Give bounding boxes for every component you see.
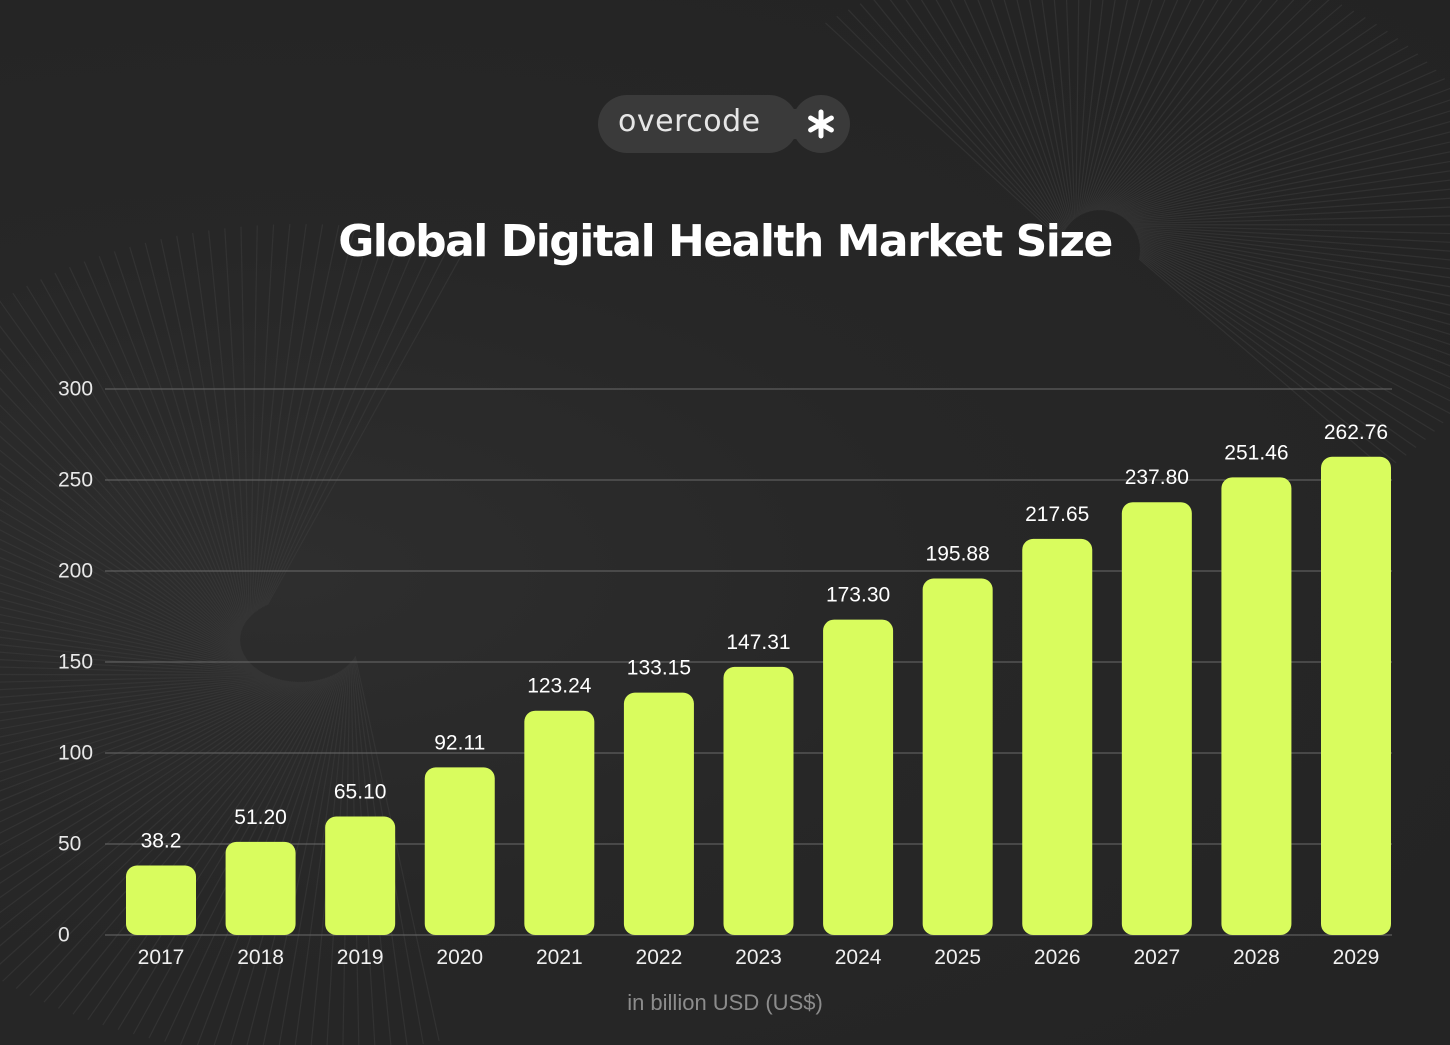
bar-2018: [225, 841, 296, 935]
bar-2022: [623, 692, 694, 935]
chart-title: Global Digital Health Market Size: [338, 216, 1113, 267]
logo-pill: [598, 95, 798, 153]
value-label: 65.10: [334, 781, 387, 804]
y-tick-label: 100: [58, 742, 93, 765]
y-tick-label: 0: [58, 924, 70, 947]
bar-2029: [1321, 456, 1391, 935]
bar-2028: [1221, 477, 1292, 935]
value-label: 217.65: [1025, 503, 1089, 526]
bar-2027: [1121, 502, 1192, 935]
bar-2017: [126, 865, 196, 935]
bar-2026: [1022, 538, 1093, 935]
value-label: 173.30: [826, 584, 890, 607]
bar-2021: [524, 710, 595, 935]
y-tick-label: 50: [58, 833, 81, 856]
bar-2020: [424, 767, 495, 935]
x-tick-label: 2029: [1333, 946, 1380, 969]
bar-2025: [922, 578, 993, 935]
x-tick-label: 2017: [138, 946, 185, 969]
value-label: 133.15: [627, 657, 691, 680]
x-tick-label: 2021: [536, 946, 583, 969]
x-tick-label: 2026: [1034, 946, 1081, 969]
x-tick-label: 2018: [237, 946, 284, 969]
x-tick-label: 2027: [1133, 946, 1180, 969]
value-label: 92.11: [434, 731, 485, 754]
bar-2023: [723, 666, 794, 935]
x-tick-label: 2019: [337, 946, 384, 969]
value-labels-layer: 38.2 51.20 65.10 92.11 123.24 133.15 147.31 173…: [141, 421, 1389, 853]
y-tick-label: 300: [58, 378, 93, 401]
value-label: 237.80: [1125, 466, 1189, 489]
value-label: 195.88: [926, 542, 990, 565]
bar-2019: [325, 816, 396, 935]
y-tick-label: 150: [58, 651, 93, 674]
x-tick-label: 2024: [835, 946, 882, 969]
x-tick-label: 2025: [934, 946, 981, 969]
y-tick-label: 250: [58, 469, 93, 492]
y-tick-label: 200: [58, 560, 93, 583]
x-tick-label: 2028: [1233, 946, 1280, 969]
logo-text: overcode: [618, 104, 761, 139]
bar-2024: [823, 619, 894, 935]
value-label: 251.46: [1224, 441, 1288, 464]
x-tick-label: 2020: [436, 946, 483, 969]
value-label: 123.24: [527, 675, 592, 698]
brand-logo: overcode: [598, 95, 852, 153]
asterisk-icon: [808, 109, 834, 139]
y-axis-ticks: 0 50 100 150 200 250 300: [58, 378, 93, 947]
value-label: 147.31: [726, 631, 790, 654]
unit-label: in billion USD (US$): [627, 990, 823, 1015]
x-tick-label: 2022: [636, 946, 683, 969]
x-tick-label: 2023: [735, 946, 782, 969]
value-label: 262.76: [1324, 421, 1388, 444]
value-label: 51.20: [234, 806, 287, 829]
value-label: 38.2: [141, 829, 182, 852]
bars-layer: [126, 456, 1391, 935]
x-axis-ticks: 2017 2018 2019 2020 2021 2022 2023 2024 2025 2026…: [138, 946, 1380, 969]
